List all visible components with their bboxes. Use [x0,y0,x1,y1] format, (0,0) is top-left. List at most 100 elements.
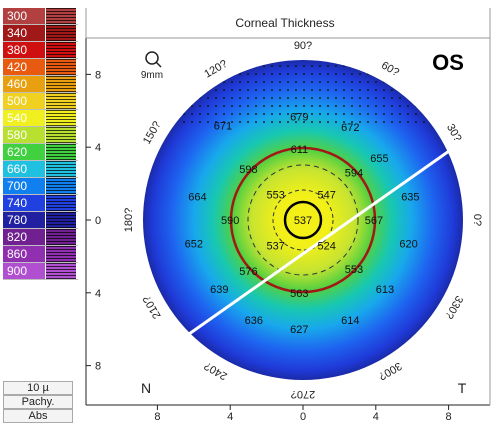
thickness-value: 590 [221,215,239,227]
legend-stripes [46,246,76,262]
thickness-value: 613 [376,284,394,296]
legend-row-700: 700 [3,178,78,195]
legend-swatch [3,212,45,228]
x-tick-label: 8 [446,411,452,423]
scale-type-button[interactable]: Abs [3,409,73,423]
legend-stripes [46,212,76,228]
legend-label: 660 [7,162,28,176]
legend-swatch [3,178,45,194]
legend-stripes [46,195,76,211]
legend-swatch [3,229,45,245]
legend-stripes [46,76,76,92]
legend-row-580: 580 [3,127,78,144]
angle-label: 150? [141,119,164,146]
thickness-value: 598 [239,164,257,176]
legend-swatch [3,59,45,75]
nasal-label: N [141,380,151,396]
thickness-value: 576 [239,266,257,278]
legend-label: 820 [7,230,28,244]
legend-row-340: 340 [3,25,78,42]
legend-swatch [3,25,45,41]
legend-row-900: 900 [3,263,78,280]
legend-row-540: 540 [3,110,78,127]
legend-row-300: 300 [3,8,78,25]
legend-swatch [3,246,45,262]
thickness-value: 652 [185,239,203,251]
angle-label: 90? [294,40,312,52]
legend-swatch [3,161,45,177]
thickness-value: 636 [245,315,263,327]
zone-ring-outer [229,146,377,294]
thickness-disc [143,60,463,380]
legend-row-500: 500 [3,93,78,110]
legend-swatch [3,263,45,279]
zone-ring-mid [247,164,359,276]
legend-row-420: 420 [3,59,78,76]
x-tick-label: 8 [154,411,160,423]
x-tick-label: 0 [300,411,306,423]
angle-label: 240? [202,359,229,382]
legend-label: 580 [7,128,28,142]
angle-label: 210? [141,293,164,320]
angle-label: 270? [291,388,315,400]
thickness-value: 537 [267,240,285,252]
thickness-value: 537 [294,215,312,227]
thickness-value: 611 [291,144,309,156]
legend-label: 300 [7,9,28,23]
legend-row-820: 820 [3,229,78,246]
centre-ring [283,200,323,240]
y-tick-label: 8 [95,69,101,81]
thickness-value: 567 [365,215,383,227]
zoom-control[interactable]: 9mm [141,51,163,81]
color-scale-legend: 300 340 380 420 460 500 540 580 620 660 700 740 780 8… [3,8,78,280]
temporal-label: T [458,380,467,396]
meridian-line [144,123,487,367]
thickness-value: 635 [401,191,419,203]
angle-label: 60? [379,59,401,79]
legend-label: 700 [7,179,28,193]
thickness-value: 620 [399,239,417,251]
angle-label: 0? [471,214,483,226]
legend-stripes [46,178,76,194]
legend-swatch [3,195,45,211]
legend-stripes [46,229,76,245]
thickness-value: 547 [317,190,335,202]
legend-label: 860 [7,247,28,261]
legend-stripes [46,161,76,177]
legend-stripes [46,263,76,279]
legend-label: 460 [7,77,28,91]
legend-label: 340 [7,26,28,40]
legend-label: 620 [7,145,28,159]
legend-row-780: 780 [3,212,78,229]
magnifier-icon[interactable] [145,51,159,65]
angle-label: 330? [442,293,465,320]
legend-label: 420 [7,60,28,74]
legend-stripes [46,110,76,126]
eye-label: OS [432,50,464,75]
legend-stripes [46,42,76,58]
legend-swatch [3,8,45,24]
y-tick-label: 8 [95,361,101,373]
thickness-value: 553 [267,190,285,202]
legend-stripes [46,25,76,41]
legend-row-380: 380 [3,42,78,59]
thickness-value: 524 [317,240,335,252]
thickness-value: 627 [290,324,308,336]
legend-swatch [3,93,45,109]
thickness-value: 679 [290,111,308,123]
thickness-value: 614 [341,315,359,327]
scale-mode-button[interactable]: Pachy. [3,395,73,409]
legend-stripes [46,127,76,143]
thickness-value: 664 [188,191,206,203]
angle-label: 300? [376,359,403,382]
legend-label: 900 [7,264,28,278]
axis-ticks: 8 4 0 4 8 8 4 0 4 8 [86,69,452,423]
thickness-value: 671 [214,120,232,132]
thickness-value: 672 [341,122,359,134]
legend-label: 380 [7,43,28,57]
legend-swatch [3,144,45,160]
angle-label: 30? [444,122,464,144]
legend-label: 780 [7,213,28,227]
legend-swatch [3,42,45,58]
